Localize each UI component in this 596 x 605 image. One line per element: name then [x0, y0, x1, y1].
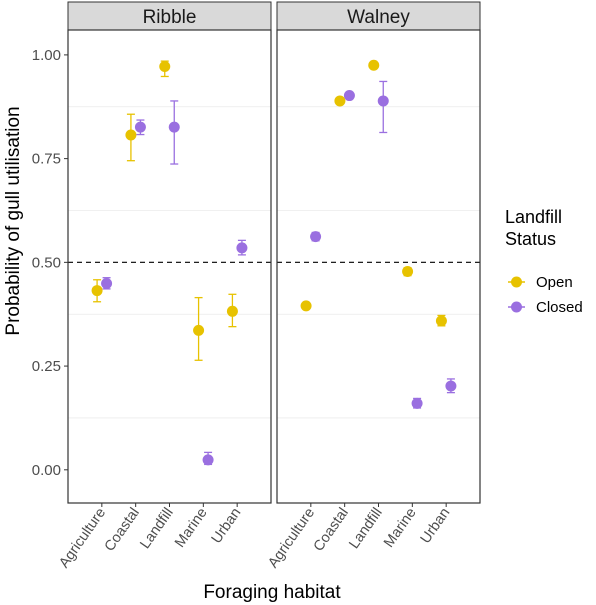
y-tick-label: 1.00 [32, 47, 61, 64]
legend-key-point-closed [511, 301, 522, 313]
point-ribble-open-coastal [125, 129, 137, 141]
point-walney-closed-urban [445, 380, 457, 392]
point-ribble-closed-agriculture [101, 278, 113, 290]
point-walney-open-marine [402, 265, 414, 277]
y-tick-label: 0.75 [32, 151, 61, 168]
point-walney-open-coastal [334, 95, 346, 107]
x-tick-label-ribble-landfill: Landfill [137, 505, 176, 552]
point-walney-open-landfill [368, 59, 380, 71]
legend-title-line-1: Landfill [505, 207, 562, 227]
x-tick-label-ribble-marine: Marine [172, 505, 211, 550]
point-ribble-open-urban [226, 305, 238, 317]
panel-ribble: Ribble AgricultureCoastalLandfillMarineUr… [56, 1, 272, 571]
x-tick-label-walney-marine: Marine [381, 505, 420, 550]
y-tick-label: 0.50 [32, 254, 61, 271]
point-ribble-closed-landfill [168, 121, 180, 133]
legend-title-line-2: Status [505, 229, 556, 249]
x-tick-label-walney-agriculture: Agriculture [265, 505, 318, 571]
x-tick-label-walney-urban: Urban [418, 505, 454, 547]
point-ribble-open-marine [193, 324, 205, 336]
point-walney-closed-coastal [343, 90, 355, 102]
point-ribble-closed-marine [202, 454, 214, 466]
x-tick-label-ribble-urban: Urban [209, 505, 245, 547]
legend-label-open: Open [536, 274, 573, 291]
point-walney-closed-marine [411, 397, 423, 409]
x-axis-title: Foraging habitat [203, 582, 341, 603]
x-tick-label-walney-coastal: Coastal [311, 505, 352, 554]
point-walney-closed-agriculture [310, 231, 322, 243]
strip-label-ribble: Ribble [143, 7, 197, 28]
panel-walney: Walney AgricultureCoastalLandfillMarineUr… [265, 1, 481, 571]
facets: RibbleAgricultureCoastalLandfillMarineUr… [32, 1, 481, 571]
y-tick-label: 0.00 [32, 462, 61, 479]
strip-walney [276, 1, 481, 31]
strip-label-walney: Walney [347, 7, 410, 28]
point-ribble-closed-coastal [134, 121, 146, 133]
x-tick-label-ribble-coastal: Coastal [102, 505, 143, 554]
x-tick-label-ribble-agriculture: Agriculture [56, 505, 109, 571]
legend-entry-closed: Closed [508, 299, 583, 316]
y-tick-label: 0.25 [32, 358, 61, 375]
y-axis: 0.00 0.25 0.50 0.75 1.00 [32, 47, 68, 479]
legend-entry-open: Open [508, 274, 573, 291]
legend: Landfill Status Open Closed [505, 207, 583, 316]
point-ribble-open-agriculture [91, 285, 103, 297]
point-ribble-closed-urban [236, 242, 248, 254]
panel-bg-ribble [68, 30, 271, 503]
panel-bg-walney [277, 30, 480, 503]
point-walney-open-agriculture [300, 300, 312, 312]
y-axis-title: Probability of gull utilisation [3, 106, 24, 335]
legend-key-point-open [511, 276, 522, 288]
point-walney-closed-landfill [377, 95, 389, 107]
strip-ribble [67, 1, 272, 31]
x-tick-label-walney-landfill: Landfill [346, 505, 385, 552]
point-ribble-open-landfill [159, 61, 171, 73]
legend-label-closed: Closed [536, 299, 583, 316]
point-walney-open-urban [435, 315, 447, 327]
